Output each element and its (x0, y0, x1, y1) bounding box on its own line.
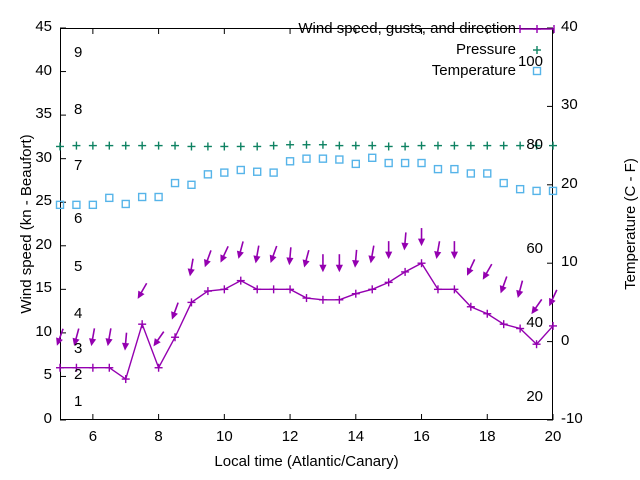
y-tick-label-right: 20 (561, 174, 578, 192)
beaufort-label: 1 (74, 392, 83, 410)
y-tick-label-left: 15 (35, 279, 52, 297)
y-tick-label-left: 10 (35, 322, 52, 340)
y-tick-label-left: 25 (35, 192, 52, 210)
y-tick-label-left: 30 (35, 148, 52, 166)
legend-entry-label: Pressure (455, 41, 516, 58)
fahrenheit-label: 40 (526, 314, 543, 332)
x-tick-label: 10 (215, 428, 233, 445)
plot-area (60, 28, 553, 420)
beaufort-label: 7 (74, 157, 83, 175)
x-tick-label: 12 (281, 428, 299, 445)
beaufort-label: 8 (74, 100, 83, 118)
y-tick-label-left: 45 (35, 18, 52, 35)
beaufort-label: 9 (74, 44, 83, 62)
beaufort-label: 2 (74, 366, 83, 384)
fahrenheit-label: 60 (526, 240, 543, 258)
x-tick-label: 6 (88, 428, 98, 445)
y-tick-label-left: 5 (43, 366, 52, 384)
y-tick-label-left: 0 (43, 410, 52, 427)
y-tick-label-right: 10 (561, 253, 578, 271)
x-tick-label: 16 (413, 428, 430, 445)
legend-entry-label: Temperature (431, 62, 516, 79)
beaufort-label: 3 (74, 340, 83, 358)
x-tick-label: 20 (544, 428, 562, 445)
y-tick-label-left: 35 (35, 105, 52, 123)
beaufort-label: 5 (74, 257, 83, 275)
y-axis-label-left: Wind speed (kn - Beaufort) (18, 134, 35, 314)
legend-entry-label: Wind speed, gusts, and direction (298, 20, 516, 37)
x-tick-label: 18 (478, 428, 496, 445)
fahrenheit-label: 20 (526, 388, 543, 406)
y-tick-label-left: 40 (35, 61, 52, 79)
fahrenheit-label: 80 (526, 135, 543, 153)
x-tick-label: 14 (347, 428, 365, 445)
fahrenheit-label: 100 (517, 52, 543, 70)
x-tick-label: 8 (154, 428, 163, 445)
y-tick-label-right: 40 (561, 18, 578, 35)
y-tick-label-right: 30 (561, 96, 578, 114)
beaufort-label: 6 (74, 209, 83, 227)
y-tick-label-left: 20 (35, 235, 52, 253)
y-tick-label-right: -10 (561, 410, 583, 427)
y-tick-label-right: 0 (561, 331, 570, 349)
x-axis-label: Local time (Atlantic/Canary) (214, 453, 399, 470)
y-axis-label-right: Temperature (C - F) (622, 158, 639, 290)
beaufort-label: 4 (74, 305, 83, 323)
